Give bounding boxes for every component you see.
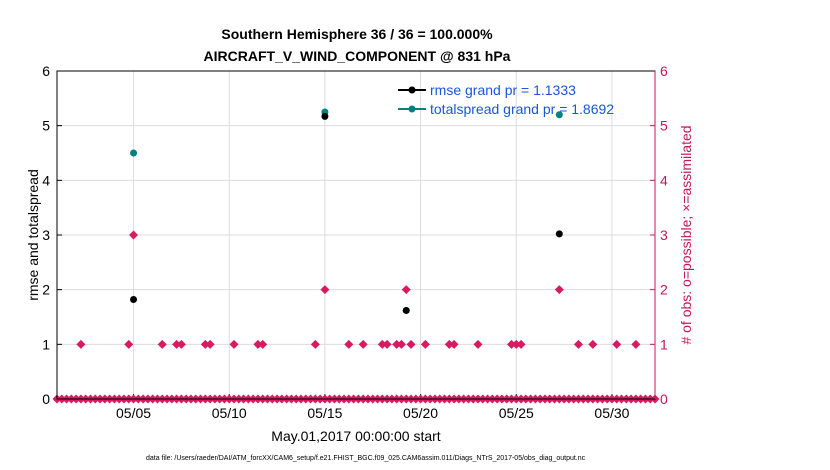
- obs-count-point: [176, 339, 186, 349]
- left-tick-label: 5: [42, 118, 50, 134]
- legend-totalspread-marker: [408, 105, 416, 113]
- obs-count-point: [124, 339, 134, 349]
- obs-count-point: [444, 339, 454, 349]
- x-tick-label: 05/30: [594, 405, 629, 421]
- obs-count-point: [382, 339, 392, 349]
- right-tick-label: 1: [660, 336, 668, 352]
- obs-count-point: [392, 339, 402, 349]
- obs-count-point: [612, 339, 622, 349]
- obs-count-point: [253, 339, 263, 349]
- obs-count-point: [473, 339, 483, 349]
- right-axis-label: # of obs: o=possible; ×=assimilated: [678, 125, 694, 344]
- data-file-footnote: data file: /Users/raeder/DAI/ATM_forcXX/…: [146, 455, 586, 462]
- left-tick-label: 4: [42, 172, 50, 188]
- obs-count-point: [205, 339, 215, 349]
- right-tick-label: 4: [660, 172, 668, 188]
- obs-count-point: [554, 285, 564, 295]
- x-tick-label: 05/25: [499, 405, 534, 421]
- chart-title: Southern Hemisphere 36 / 36 = 100.000%: [221, 26, 493, 42]
- obs-count-point: [344, 339, 354, 349]
- obs-count-point: [229, 339, 239, 349]
- obs-count-point: [573, 339, 583, 349]
- obs-count-point: [588, 339, 598, 349]
- totalspread-point: [130, 149, 138, 157]
- x-tick-label: 05/05: [116, 405, 151, 421]
- obs-count-series: [76, 230, 641, 349]
- right-tick-label: 5: [660, 118, 668, 134]
- obs-count-point: [258, 339, 268, 349]
- obs-count-point: [631, 339, 641, 349]
- legend-rmse-marker: [408, 86, 416, 94]
- legend-totalspread-label: totalspread grand pr = 1.8692: [430, 101, 614, 117]
- rmse-point: [130, 296, 138, 304]
- right-tick-label: 3: [660, 227, 668, 243]
- rmse-point: [321, 112, 329, 120]
- x-tick-label: 05/15: [307, 405, 342, 421]
- obs-count-point: [320, 285, 330, 295]
- obs-count-point: [157, 339, 167, 349]
- chart-subtitle: AIRCRAFT_V_WIND_COMPONENT @ 831 hPa: [204, 48, 511, 64]
- rmse-point: [402, 306, 410, 314]
- grid-lines: [57, 71, 655, 399]
- x-axis-label: May.01,2017 00:00:00 start: [271, 428, 441, 444]
- obs-count-point: [449, 339, 459, 349]
- left-tick-label: 1: [42, 336, 50, 352]
- obs-count-point: [76, 339, 86, 349]
- rmse-series: [130, 112, 563, 314]
- x-tick-label: 05/10: [212, 405, 247, 421]
- obs-count-point: [511, 339, 521, 349]
- obs-count-point: [406, 339, 416, 349]
- obs-count-point: [396, 339, 406, 349]
- left-tick-label: 6: [42, 63, 50, 79]
- x-tick-label: 05/20: [403, 405, 438, 421]
- left-tick-label: 2: [42, 282, 50, 298]
- totalspread-point: [555, 111, 563, 119]
- obs-count-point: [200, 339, 210, 349]
- right-tick-label: 6: [660, 63, 668, 79]
- obs-count-point: [420, 339, 430, 349]
- obs-count-point: [377, 339, 387, 349]
- totalspread-series: [130, 108, 563, 314]
- obs-count-point: [358, 339, 368, 349]
- obs-count-point: [172, 339, 182, 349]
- left-tick-label: 3: [42, 227, 50, 243]
- right-tick-label: 2: [660, 282, 668, 298]
- legend-rmse-label: rmse grand pr = 1.1333: [430, 82, 576, 98]
- obs-count-point: [310, 339, 320, 349]
- legend: rmse grand pr = 1.1333 totalspread grand…: [398, 82, 614, 117]
- left-axis-label: rmse and totalspread: [25, 169, 41, 301]
- obs-count-point: [401, 285, 411, 295]
- right-tick-label: 0: [660, 391, 668, 407]
- left-axis-ticks: 0 1 2 3 4 5 6: [42, 63, 62, 407]
- obs-count-point: [516, 339, 526, 349]
- left-tick-label: 0: [42, 391, 50, 407]
- rmse-point: [555, 230, 563, 238]
- obs-count-point: [129, 230, 139, 240]
- obs-count-point: [506, 339, 516, 349]
- x-axis-ticks: 05/05 05/10 05/15 05/20 05/25 05/30: [116, 394, 630, 421]
- right-axis-ticks: 0 1 2 3 4 5 6: [650, 63, 668, 407]
